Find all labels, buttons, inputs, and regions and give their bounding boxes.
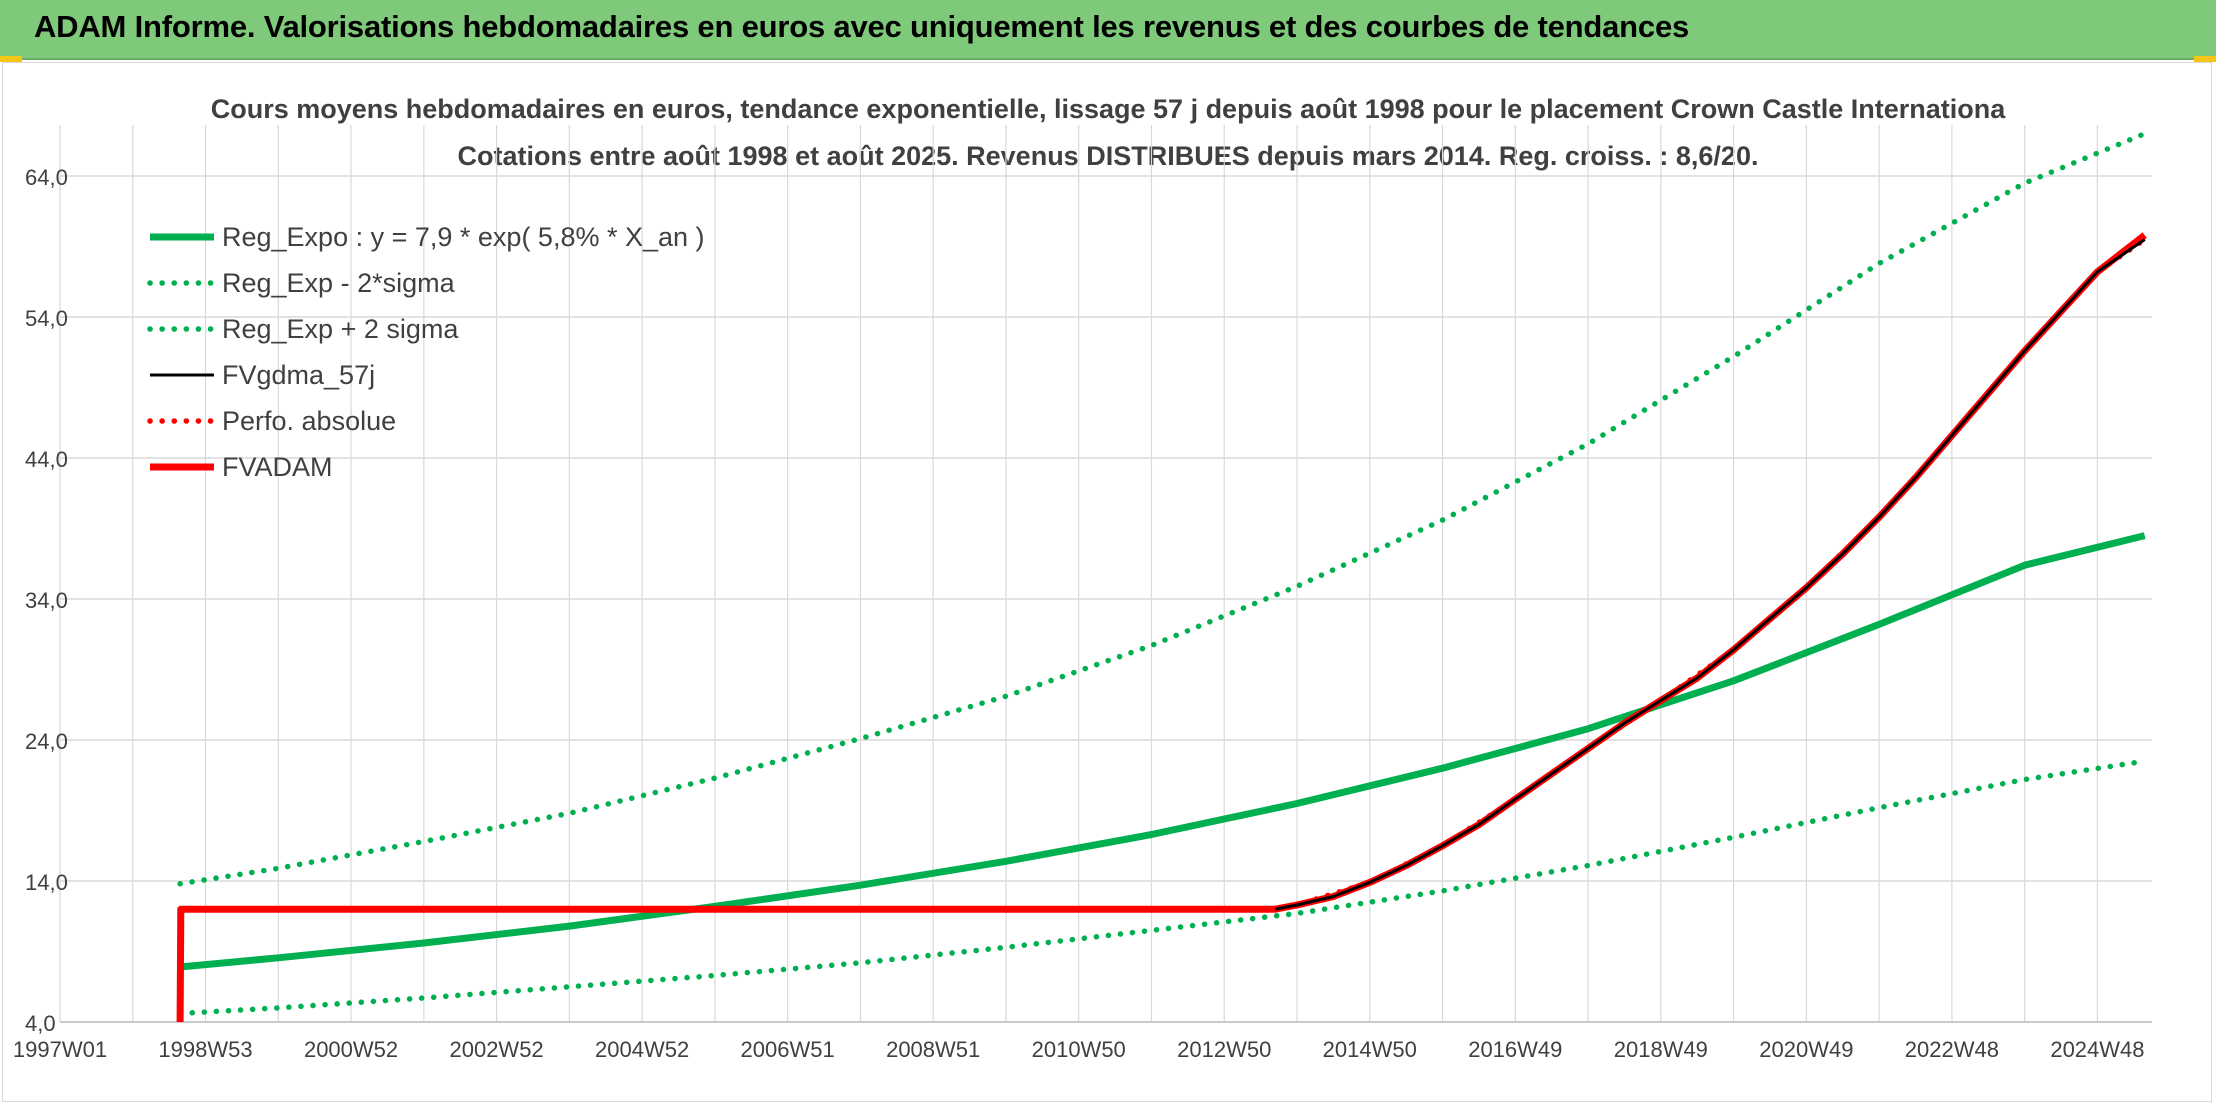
series-line-2 (177, 130, 2148, 887)
grid-layer (59, 125, 2152, 1023)
legend-entry: Reg_Exp + 2 sigma (222, 314, 459, 344)
x-tick-label: 2016W49 (1468, 1037, 1562, 1062)
legend-entry: Reg_Exp - 2*sigma (222, 268, 456, 298)
corner-mark-left (0, 56, 22, 62)
x-tick-label: 2006W51 (741, 1037, 835, 1062)
chart-title: Cours moyens hebdomadaires en euros, ten… (211, 94, 2006, 124)
y-tick-label: 14,0 (25, 870, 68, 895)
x-tick-label: 2004W52 (595, 1037, 689, 1062)
header-bar: ADAM Informe. Valorisations hebdomadaire… (0, 0, 2216, 60)
legend-entry: FVgdma_57j (222, 360, 375, 390)
x-tick-label: 2018W49 (1614, 1037, 1708, 1062)
series-line-3 (1274, 238, 2146, 911)
x-tick-label: 2020W49 (1759, 1037, 1853, 1062)
x-tick-label: 2000W52 (304, 1037, 398, 1062)
x-tick-label: 1998W53 (158, 1037, 252, 1062)
legend-entry: FVADAM (222, 452, 333, 482)
series-line-5 (176, 232, 2147, 1023)
y-tick-label: 54,0 (25, 306, 68, 331)
axis-layer: 4,0 14,0 24,0 34,0 44,0 54,0 64,0 1997W01 1998W5… (13, 165, 2152, 1062)
series-line-4 (177, 236, 2148, 912)
page-title: ADAM Informe. Valorisations hebdomadaire… (34, 9, 1690, 44)
x-tick-label: 1997W01 (13, 1037, 107, 1062)
y-tick-label: 64,0 (25, 165, 68, 190)
x-tick-label: 2010W50 (1032, 1037, 1126, 1062)
y-tick-label: 44,0 (25, 447, 68, 472)
x-tick-label: 2002W52 (449, 1037, 543, 1062)
y-tick-label: 24,0 (25, 729, 68, 754)
series-line-1 (177, 758, 2148, 1017)
chart-frame (2, 62, 2212, 1102)
x-tick-label: 2014W50 (1323, 1037, 1417, 1062)
corner-mark-right (2194, 56, 2216, 62)
x-tick-label: 2012W50 (1177, 1037, 1271, 1062)
chart-subtitle: Cotations entre août 1998 et août 2025. … (458, 141, 1759, 171)
legend-entry: Perfo. absolue (222, 406, 396, 436)
x-tick-label: 2008W51 (886, 1037, 980, 1062)
legend-entry: Reg_Expo : y = 7,9 * exp( 5,8% * X_an ) (222, 222, 705, 252)
y-tick-label: 4,0 (25, 1011, 56, 1036)
x-tick-label: 2024W48 (2050, 1037, 2144, 1062)
series-line-0 (179, 532, 2146, 971)
x-tick-label: 2022W48 (1905, 1037, 1999, 1062)
legend: Reg_Expo : y = 7,9 * exp( 5,8% * X_an ) R… (147, 222, 705, 482)
y-tick-label: 34,0 (25, 588, 68, 613)
series-layer (176, 130, 2148, 1023)
